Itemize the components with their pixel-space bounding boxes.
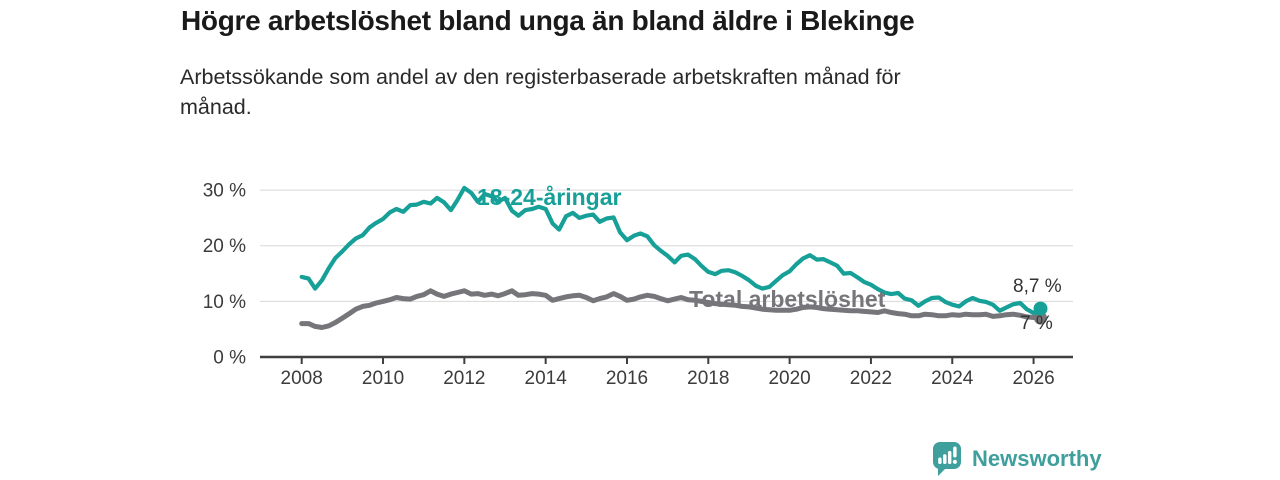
x-tick-label: 2018 [687, 368, 729, 389]
y-tick-label: 20 % [203, 236, 246, 257]
chart-subtitle: Arbetssökande som andel av den registerb… [180, 65, 901, 119]
newsworthy-logo-text: Newsworthy [972, 446, 1102, 471]
end-dot-young [1033, 301, 1048, 316]
x-tick-label: 2020 [768, 368, 810, 389]
x-tick-label: 2012 [443, 368, 485, 389]
y-tick-label: 30 % [203, 181, 246, 202]
series-line-total [299, 288, 1043, 330]
series-line-young [299, 185, 1043, 316]
x-tick-label: 2024 [931, 368, 974, 389]
end-value-label-young: 8,7 % [1013, 276, 1062, 297]
x-tick-label: 2022 [850, 368, 892, 389]
x-tick-label: 2026 [1012, 368, 1054, 389]
series-label-young: 18-24-åringar [477, 184, 622, 210]
chart-title: Högre arbetslöshet bland unga än bland ä… [181, 5, 915, 36]
x-tick-label: 2016 [606, 368, 648, 389]
newsworthy-logo: Newsworthy [932, 441, 1102, 477]
y-tick-label: 10 % [203, 292, 246, 313]
series-label-total: Total arbetslöshet [689, 286, 886, 312]
y-tick-label: 0 % [213, 348, 246, 369]
bar-chart-bubble-icon [933, 442, 961, 476]
x-tick-label: 2014 [525, 368, 568, 389]
end-value-label-total: 7 % [1020, 313, 1053, 334]
x-tick-label: 2008 [281, 368, 323, 389]
end-dot-total [1034, 311, 1047, 325]
x-tick-label: 2010 [362, 368, 404, 389]
